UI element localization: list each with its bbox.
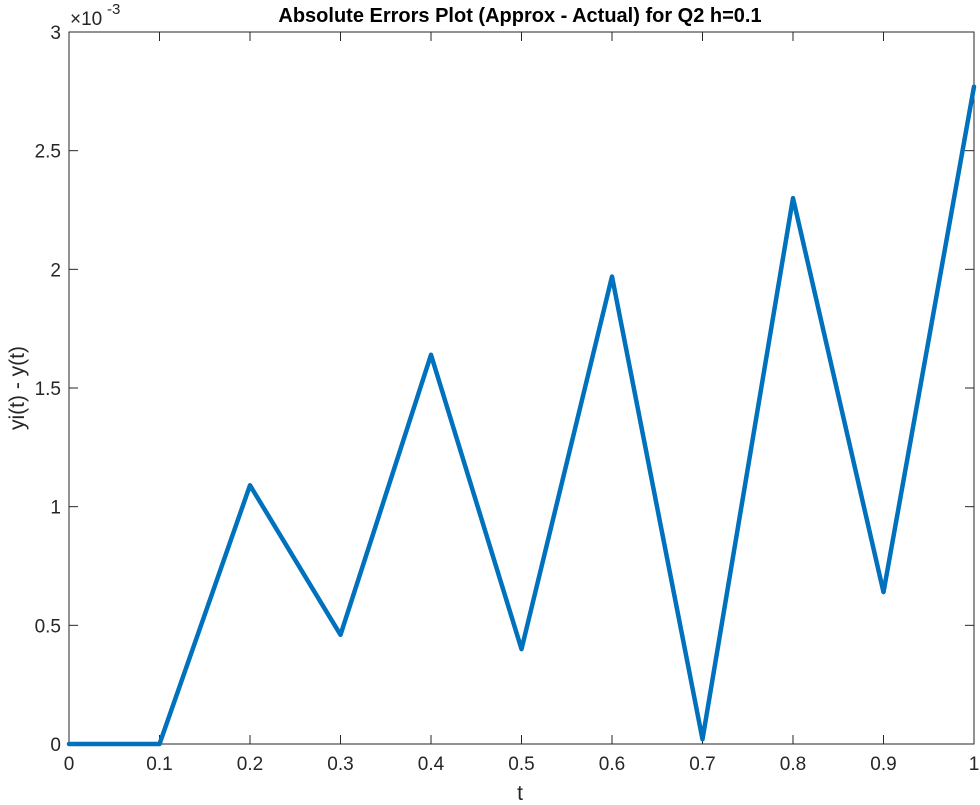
y-axis-label: yi(t) - y(t): [6, 346, 29, 430]
x-tick-label: 0.7: [689, 754, 715, 775]
chart-title: Absolute Errors Plot (Approx - Actual) f…: [278, 5, 761, 27]
y-tick-label: 2: [50, 260, 61, 281]
x-tick-label: 0.1: [146, 754, 172, 775]
x-tick-label: 0.9: [870, 754, 896, 775]
x-tick-label: 0: [64, 754, 75, 775]
x-tick-label: 0.6: [599, 754, 625, 775]
series-layer: [66, 84, 977, 747]
x-tick-labels: 0 0.1 0.2 0.3 0.4 0.5 0.6 0.7 0.8 0.9 1: [64, 754, 980, 775]
x-tick-label: 0.2: [237, 754, 263, 775]
y-exponent-power: -3: [107, 1, 120, 18]
x-tick-label: 1: [969, 754, 980, 775]
y-tick-label: 1: [50, 498, 61, 519]
y-tick-labels: 0 0.5 1 1.5 2 2.5 3: [35, 23, 61, 756]
x-tick-label: 0.4: [418, 754, 445, 775]
y-tick-label: 1.5: [35, 379, 61, 400]
x-axis-label: t: [517, 782, 523, 805]
y-tick-label: 3: [50, 23, 61, 44]
x-tick-label: 0.5: [508, 754, 534, 775]
series-line: [66, 84, 977, 747]
y-tick-label: 0: [50, 735, 61, 756]
y-tick-label: 0.5: [35, 616, 61, 637]
x-tick-label: 0.8: [780, 754, 806, 775]
x-tick-label: 0.3: [327, 754, 353, 775]
y-tick-label: 2.5: [35, 142, 61, 163]
y-exponent-base: ×10: [70, 9, 102, 30]
y-axis-exponent: ×10 -3: [70, 1, 120, 30]
tick-marks: [68, 31, 975, 745]
